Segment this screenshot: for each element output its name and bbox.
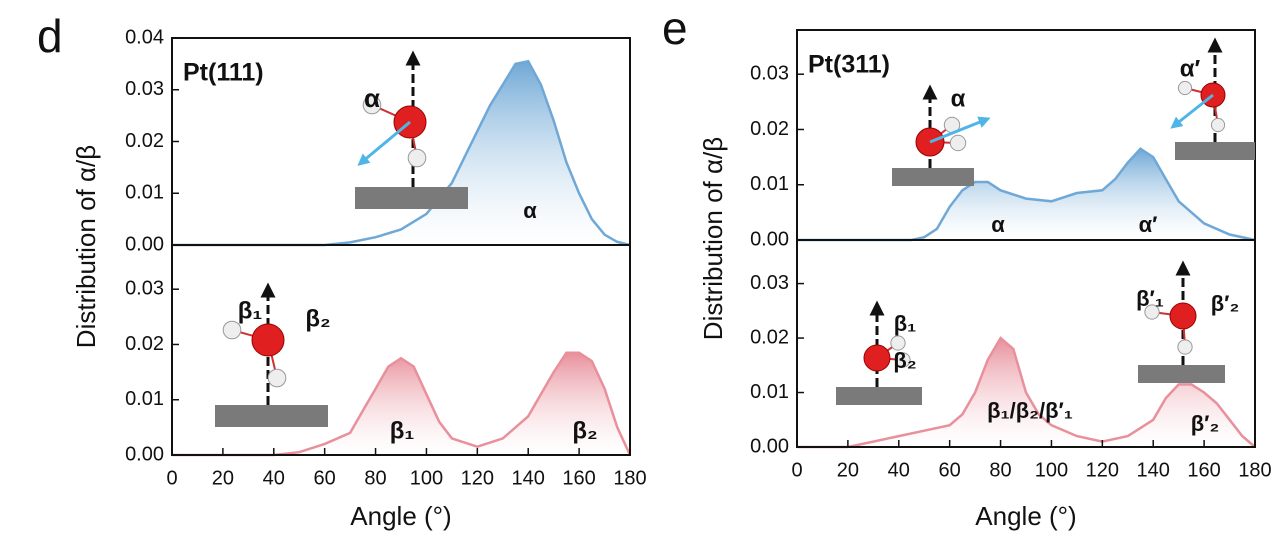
surface bbox=[1175, 142, 1255, 160]
x-tick-label: 20 bbox=[837, 459, 859, 481]
y-tick-label: 0.01 bbox=[750, 381, 789, 403]
x-tick-label: 0 bbox=[166, 467, 177, 489]
x-tick-label: 40 bbox=[263, 467, 285, 489]
annotation: β′₁ bbox=[1136, 286, 1164, 311]
hydrogen bbox=[1210, 117, 1226, 133]
surface bbox=[1138, 365, 1225, 383]
x-tick-label: 60 bbox=[314, 467, 336, 489]
dipole-arrow bbox=[929, 116, 991, 144]
x-tick-label: 0 bbox=[791, 459, 802, 481]
area-line bbox=[797, 336, 1256, 449]
oxygen bbox=[863, 344, 891, 372]
x-tick-label: 140 bbox=[512, 467, 545, 489]
y-tick-label: 0.03 bbox=[125, 78, 164, 100]
surface bbox=[215, 405, 328, 427]
annotation: β₁ bbox=[894, 311, 917, 336]
y-tick-label: 0.02 bbox=[750, 118, 789, 140]
annotation: β₂ bbox=[893, 348, 916, 373]
y-tick-label: 0.00 bbox=[750, 435, 789, 457]
y-tick-label: 0.01 bbox=[750, 173, 789, 195]
dipole-arrow bbox=[1170, 93, 1214, 129]
hydrogen bbox=[1177, 80, 1193, 96]
annotation: α′ bbox=[1180, 55, 1201, 82]
annotation: β₁ bbox=[238, 297, 263, 324]
y-tick-label: 0.00 bbox=[750, 228, 789, 250]
annotation: α bbox=[991, 212, 1005, 237]
x-tick-label: 80 bbox=[364, 467, 386, 489]
y-tick-label: 0.01 bbox=[125, 388, 164, 410]
hydrogen bbox=[362, 95, 382, 115]
oxygen bbox=[251, 323, 285, 357]
hydrogen bbox=[267, 368, 287, 388]
annotation: β₂ bbox=[572, 417, 597, 444]
hydrogen bbox=[895, 352, 911, 368]
y-tick-label: 0.04 bbox=[125, 26, 164, 48]
dipole-arrow bbox=[357, 120, 411, 166]
hydrogen bbox=[890, 335, 906, 351]
x-tick-label: 120 bbox=[1086, 459, 1119, 481]
x-tick-label: 180 bbox=[613, 467, 646, 489]
x-axis-label: Angle (°) bbox=[975, 501, 1076, 531]
area-fill bbox=[172, 352, 630, 455]
area-fill bbox=[797, 148, 1255, 240]
y-tick-label: 0.03 bbox=[125, 277, 164, 299]
annotation: α bbox=[523, 198, 537, 223]
panel-title: Pt(311) bbox=[808, 51, 890, 79]
x-tick-label: 100 bbox=[1035, 459, 1068, 481]
x-tick-label: 60 bbox=[939, 459, 961, 481]
panel-label: e bbox=[662, 2, 688, 54]
x-tick-label: 160 bbox=[562, 467, 595, 489]
x-tick-label: 100 bbox=[410, 467, 443, 489]
x-tick-label: 120 bbox=[461, 467, 494, 489]
hydrogen bbox=[222, 320, 242, 340]
annotation: α′ bbox=[1139, 212, 1158, 237]
y-tick-label: 0.02 bbox=[750, 326, 789, 348]
annotation: β₁ bbox=[390, 417, 415, 444]
annotation: β′₂ bbox=[1211, 291, 1239, 316]
x-tick-label: 40 bbox=[888, 459, 910, 481]
panel-title: Pt(111) bbox=[183, 59, 264, 87]
y-tick-label: 0.00 bbox=[125, 443, 164, 465]
y-tick-label: 0.01 bbox=[125, 182, 164, 204]
oxygen bbox=[1169, 302, 1197, 330]
plot-frame bbox=[796, 239, 1256, 448]
x-tick-label: 20 bbox=[212, 467, 234, 489]
x-axis-label: Angle (°) bbox=[350, 501, 451, 531]
hydrogen bbox=[1144, 304, 1160, 320]
area-fill bbox=[172, 61, 630, 245]
x-tick-label: 140 bbox=[1137, 459, 1170, 481]
y-tick-label: 0.03 bbox=[750, 62, 789, 84]
x-tick-label: 80 bbox=[989, 459, 1011, 481]
surface bbox=[892, 168, 974, 186]
x-tick-label: 180 bbox=[1238, 459, 1271, 481]
panel-label: d bbox=[37, 10, 63, 62]
y-tick-label: 0.03 bbox=[750, 272, 789, 294]
y-tick-label: 0.00 bbox=[125, 233, 164, 255]
y-tick-label: 0.02 bbox=[125, 333, 164, 355]
y-axis-label: Distribution of α/β bbox=[698, 137, 728, 340]
annotation: β₁/β₂/β′₁ bbox=[987, 398, 1073, 423]
annotation: α bbox=[951, 85, 966, 112]
annotation: β₂ bbox=[305, 305, 330, 332]
x-tick-label: 160 bbox=[1187, 459, 1220, 481]
hydrogen bbox=[407, 148, 427, 168]
hydrogen bbox=[949, 134, 967, 152]
hydrogen bbox=[1177, 339, 1193, 355]
surface bbox=[836, 387, 922, 405]
annotation: β′₂ bbox=[1191, 411, 1219, 436]
y-tick-label: 0.02 bbox=[125, 130, 164, 152]
plot-frame bbox=[171, 244, 631, 456]
y-axis-label: Distribution of α/β bbox=[71, 145, 101, 348]
annotation: α bbox=[364, 83, 380, 113]
surface bbox=[355, 187, 468, 209]
